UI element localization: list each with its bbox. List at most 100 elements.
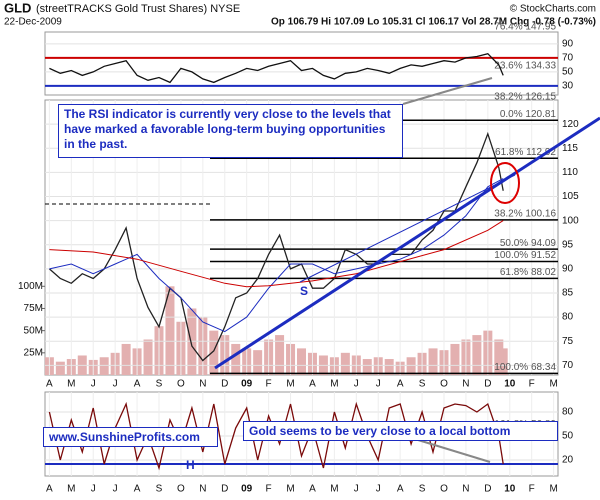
highlight-circle: [490, 162, 520, 204]
x-tick-label: A: [46, 379, 53, 390]
fib-label: 76.4% 147.95: [494, 22, 556, 33]
x-tick-label: A: [134, 484, 141, 495]
fib-label: 23.6% 134.33: [494, 61, 556, 72]
volume-bar: [340, 352, 350, 375]
x-tick-label: 09: [241, 379, 253, 390]
x-tick-label: A: [46, 484, 53, 495]
trend-line: [299, 174, 516, 283]
x-tick-label: N: [199, 484, 206, 495]
x-tick-label: A: [309, 379, 316, 390]
x-tick-label: F: [266, 379, 272, 390]
volume-bar: [384, 359, 394, 375]
y2-tick-label: 75M: [24, 303, 43, 314]
volume-bar: [55, 361, 65, 375]
symbol: GLD: [4, 0, 31, 15]
series-line: [49, 52, 504, 84]
x-tick-label: F: [266, 484, 272, 495]
series-line: [48, 131, 504, 362]
x-tick-label: M: [330, 379, 338, 390]
x-tick-label: D: [221, 379, 228, 390]
rsi-note: The RSI indicator is currently very clos…: [58, 104, 403, 158]
y-tick-label: 70: [562, 360, 574, 371]
x-tick-label: J: [113, 379, 118, 390]
fib-label: 0.0% 120.81: [500, 109, 557, 120]
x-tick-label: O: [177, 484, 185, 495]
y-tick-label: 90: [562, 264, 574, 275]
y-tick-label: 75: [562, 336, 574, 347]
x-tick-label: M: [549, 379, 557, 390]
y-tick-label: 90: [562, 39, 574, 50]
x-tick-label: 09: [241, 484, 253, 495]
y-tick-label: 100: [562, 215, 579, 226]
volume-bar: [362, 359, 372, 375]
h-label: H: [186, 458, 195, 472]
x-tick-label: S: [419, 379, 426, 390]
fib-label: 50.0% 94.09: [500, 238, 557, 249]
x-tick-label: S: [156, 379, 163, 390]
x-tick-label: F: [529, 379, 535, 390]
series-line: [49, 178, 504, 333]
y-tick-label: 80: [562, 407, 574, 418]
volume-bar: [428, 348, 438, 375]
y-tick-label: 110: [562, 167, 578, 178]
x-tick-label: M: [549, 484, 557, 495]
x-tick-label: F: [529, 484, 535, 495]
y-tick-label: 70: [562, 53, 574, 64]
x-tick-label: O: [177, 379, 185, 390]
volume-bar: [165, 286, 175, 375]
x-tick-label: N: [462, 379, 469, 390]
x-tick-label: S: [156, 484, 163, 495]
volume-bar: [494, 339, 504, 375]
volume-bar: [121, 343, 131, 375]
x-tick-label: A: [134, 379, 141, 390]
x-tick-label: A: [309, 484, 316, 495]
x-tick-label: M: [67, 484, 75, 495]
volume-bar: [209, 330, 219, 375]
x-tick-label: J: [376, 484, 381, 495]
volume-bar: [406, 357, 416, 375]
bottom-note: Gold seems to be very close to a local b…: [243, 421, 558, 441]
x-tick-label: N: [199, 379, 206, 390]
y-tick-label: 105: [562, 191, 579, 202]
y2-tick-label: 25M: [24, 347, 43, 358]
y2-tick-label: 100M: [18, 281, 43, 292]
volume-bar: [143, 339, 153, 375]
x-tick-label: D: [221, 484, 228, 495]
y-tick-label: 50: [562, 431, 574, 442]
stats: Op 106.79 Hi 107.09 Lo 105.31 Cl 106.17 …: [271, 17, 596, 28]
y-tick-label: 120: [562, 119, 579, 130]
volume-bar: [99, 357, 109, 375]
x-tick-label: A: [397, 484, 404, 495]
volume-bar: [450, 343, 460, 375]
x-tick-label: J: [354, 484, 359, 495]
fib-label: 100.0% 91.52: [494, 250, 556, 261]
x-tick-label: O: [440, 379, 448, 390]
x-tick-label: J: [113, 484, 118, 495]
x-tick-label: M: [330, 484, 338, 495]
y-tick-label: 50: [562, 67, 574, 78]
x-tick-label: D: [484, 379, 491, 390]
date: 22-Dec-2009: [4, 17, 62, 28]
series-line: [48, 401, 504, 471]
y-tick-label: 95: [562, 239, 574, 250]
s-label: S: [300, 284, 308, 298]
x-tick-label: 10: [504, 379, 516, 390]
x-tick-label: J: [354, 379, 359, 390]
x-tick-label: S: [419, 484, 426, 495]
fib-label: 100.0% 68.34: [494, 362, 556, 373]
x-tick-label: M: [286, 484, 294, 495]
y2-tick-label: 50M: [24, 325, 43, 336]
volume-bar: [297, 348, 306, 375]
x-tick-label: J: [91, 379, 96, 390]
x-tick-label: A: [397, 379, 404, 390]
fib-label: 38.2% 100.16: [494, 208, 556, 219]
x-tick-label: J: [91, 484, 96, 495]
y-tick-label: 115: [562, 143, 578, 154]
y-tick-label: 30: [562, 81, 574, 92]
source: © StockCharts.com: [510, 4, 596, 15]
volume-bar: [187, 308, 197, 375]
y-tick-label: 80: [562, 312, 574, 323]
volume-bar: [472, 335, 482, 375]
x-tick-label: N: [462, 484, 469, 495]
